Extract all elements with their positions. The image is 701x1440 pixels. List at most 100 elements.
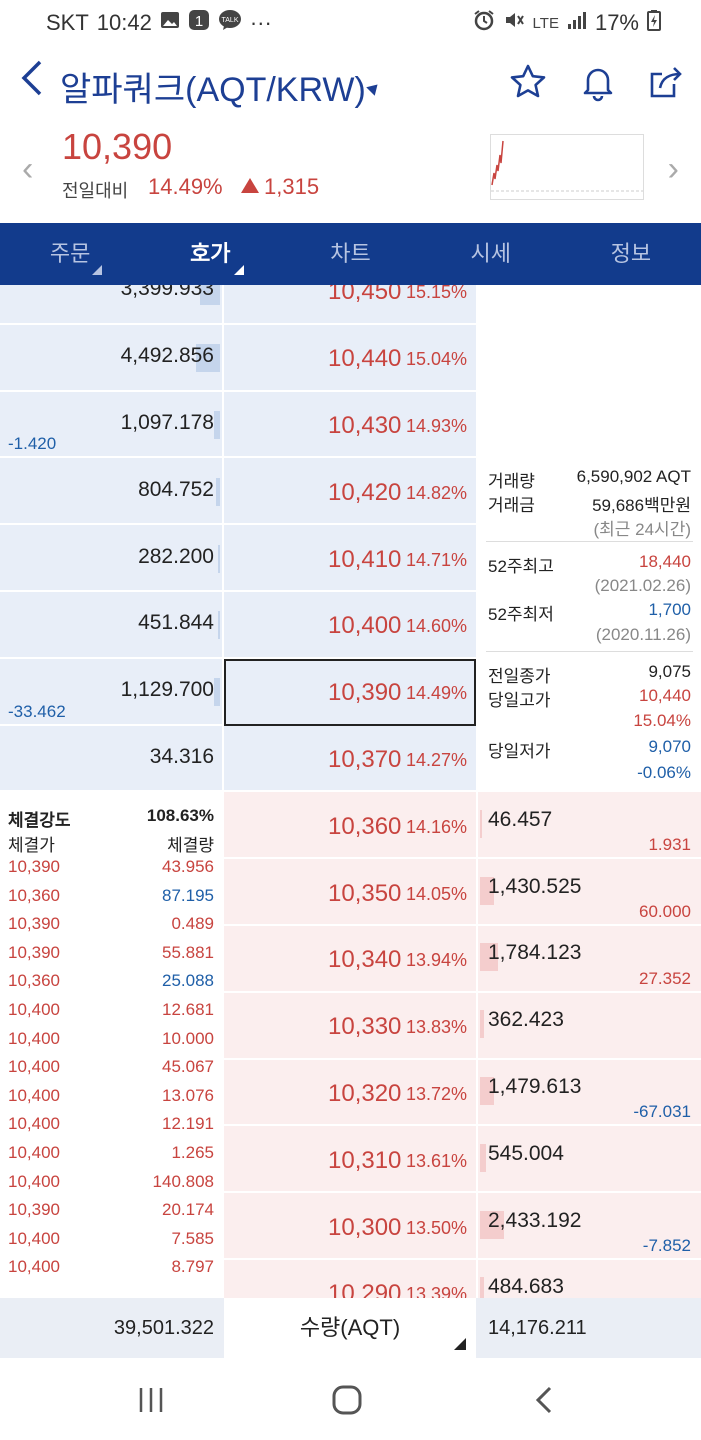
ask-percent: 14.49% (406, 683, 468, 704)
trade-quantity: 12.191 (162, 1114, 214, 1134)
back-button[interactable] (16, 58, 46, 105)
diff-label: 전일대비 (62, 181, 129, 201)
recent-trades-panel: 체결강도 108.63% 체결가 체결량 10,390 43.956 10,360 8… (0, 792, 222, 1298)
unit-selector[interactable]: 수량(AQT) (224, 1298, 476, 1358)
high52-value: 18,440 (639, 552, 691, 571)
ask-percent: 14.82% (406, 482, 468, 503)
ask-quantity-cell[interactable]: 34.316 (0, 725, 222, 793)
ask-quantity-cell[interactable]: 4,492.856 (0, 324, 222, 392)
trade-price: 10,360 (8, 971, 60, 991)
page-title[interactable]: 알파쿼크(AQT/KRW) (60, 71, 366, 109)
trade-quantity: 0.489 (171, 914, 214, 934)
tab-caret-icon (234, 265, 245, 275)
bid-quantity-cell[interactable]: 1,430.525 60.000 (478, 859, 701, 926)
current-price: 10,390 (62, 126, 173, 167)
bid-price-cell[interactable]: 10,350 14.05% (224, 859, 476, 926)
lte-icon: LTE (532, 14, 559, 32)
total-bar: 39,501.322 수량(AQT) 14,176.211 (0, 1298, 701, 1358)
ask-quantity: 4,492.856 (120, 344, 214, 368)
bid-price-cell[interactable]: 10,340 13.94% (224, 926, 476, 993)
ask-volume-bar (196, 344, 220, 373)
ask-percent: 14.60% (406, 616, 468, 637)
ask-price: 10,400 (328, 612, 402, 640)
bid-volume-bar (480, 876, 494, 905)
bid-percent: 13.83% (406, 1017, 468, 1038)
trade-quantity: 10.000 (162, 1028, 214, 1048)
period-note: (최근 24시간) (593, 520, 691, 539)
bid-percent: 13.61% (406, 1150, 468, 1171)
tab-chart[interactable]: 차트 (330, 241, 371, 266)
ask-quantity-cell[interactable]: 451.844 (0, 592, 222, 659)
bid-quantity-cell[interactable]: 46.457 1.931 (478, 792, 701, 860)
recent-apps-icon[interactable] (131, 1380, 171, 1420)
bid-percent: 13.94% (406, 950, 468, 971)
trade-price: 10,400 (8, 1085, 60, 1105)
signal-icon (567, 10, 587, 36)
home-icon[interactable] (327, 1380, 367, 1420)
ask-quantity-cell[interactable]: 282.200 (0, 525, 222, 592)
bid-price-cell[interactable]: 10,310 13.61% (224, 1126, 476, 1194)
bid-price-cell[interactable]: 10,300 13.50% (224, 1193, 476, 1260)
ask-price-cell[interactable]: 10,430 14.93% (224, 391, 476, 459)
ask-quantity-cell[interactable]: 3,399.933 (0, 285, 222, 325)
bid-price-cell[interactable]: 10,290 13.39% (224, 1260, 476, 1298)
ask-price-cell[interactable]: 10,440 15.04% (224, 324, 476, 392)
tab-order[interactable]: 주문 (0, 223, 140, 285)
trade-price: 10,400 (8, 1228, 60, 1248)
strength-label: 체결강도 (8, 811, 71, 830)
bid-quantity-cell[interactable]: 2,433.192 -7.852 (478, 1193, 701, 1260)
mini-chart[interactable] (490, 134, 644, 200)
high52-date: (2021.02.26) (594, 576, 691, 595)
diff-percent: 14.49% (148, 174, 223, 199)
bell-icon[interactable] (578, 62, 618, 102)
ask-price-cell[interactable]: 10,370 14.27% (224, 725, 476, 793)
ask-price-cell[interactable]: 10,390 14.49% (224, 658, 476, 726)
volume-label: 거래량 (488, 472, 535, 491)
bid-quantity: 2,433.192 (488, 1208, 582, 1232)
bid-price: 10,340 (328, 946, 402, 974)
ask-volume-bar (218, 544, 220, 573)
bid-quantity: 1,479.613 (488, 1074, 582, 1098)
ask-quantity-cell[interactable]: 1,097.178 -1.420 (0, 391, 222, 459)
prev-coin-button[interactable]: ‹ (22, 150, 34, 188)
bid-volume-bar (480, 809, 482, 838)
tab-orderbook[interactable]: 호가 (140, 223, 280, 285)
title-dropdown-caret[interactable] (366, 80, 382, 96)
bid-quantity-cell[interactable]: 484.683 (478, 1260, 701, 1298)
bid-percent: 14.05% (406, 883, 468, 904)
ask-price-cell[interactable]: 10,410 14.71% (224, 525, 476, 592)
ask-price-cell[interactable]: 10,450 15.15% (224, 285, 476, 325)
ask-percent: 15.04% (406, 349, 468, 370)
tab-info[interactable]: 정보 (610, 241, 652, 266)
trade-price: 10,400 (8, 1257, 60, 1277)
bid-price-cell[interactable]: 10,360 14.16% (224, 792, 476, 860)
ask-quantity-cell[interactable]: 804.752 (0, 458, 222, 526)
ask-quantity-cell[interactable]: 1,129.700 -33.462 (0, 658, 222, 726)
ask-price-cell[interactable]: 10,400 14.60% (224, 592, 476, 659)
ask-percent: 14.93% (406, 415, 468, 436)
ask-quantity: 804.752 (138, 477, 214, 501)
bid-quantity-cell[interactable]: 1,479.613 -67.031 (478, 1059, 701, 1127)
tab-bar: 주문 호가 차트 시세 정보 (0, 223, 701, 285)
trade-price-header: 체결가 (8, 836, 55, 855)
bid-volume-bar (480, 1143, 486, 1172)
next-coin-button[interactable]: › (667, 150, 679, 188)
notification-1-icon: 1 (188, 9, 210, 36)
bid-quantity: 484.683 (488, 1275, 564, 1298)
trade-quantity: 45.067 (162, 1057, 214, 1077)
trade-quantity: 140.808 (152, 1171, 214, 1191)
star-icon[interactable] (508, 62, 548, 102)
back-icon[interactable] (525, 1380, 565, 1420)
bid-volume-bar (480, 943, 498, 972)
bid-price-cell[interactable]: 10,320 13.72% (224, 1059, 476, 1127)
divider (486, 651, 693, 652)
share-icon[interactable] (646, 62, 686, 102)
bid-change: 1.931 (648, 835, 691, 855)
bid-quantity-cell[interactable]: 362.423 (478, 992, 701, 1060)
trade-quantity: 7.585 (171, 1228, 214, 1248)
tab-market-price[interactable]: 시세 (470, 241, 511, 266)
bid-quantity-cell[interactable]: 1,784.123 27.352 (478, 926, 701, 993)
bid-price-cell[interactable]: 10,330 13.83% (224, 992, 476, 1060)
ask-price-cell[interactable]: 10,420 14.82% (224, 458, 476, 526)
bid-quantity-cell[interactable]: 545.004 (478, 1126, 701, 1194)
